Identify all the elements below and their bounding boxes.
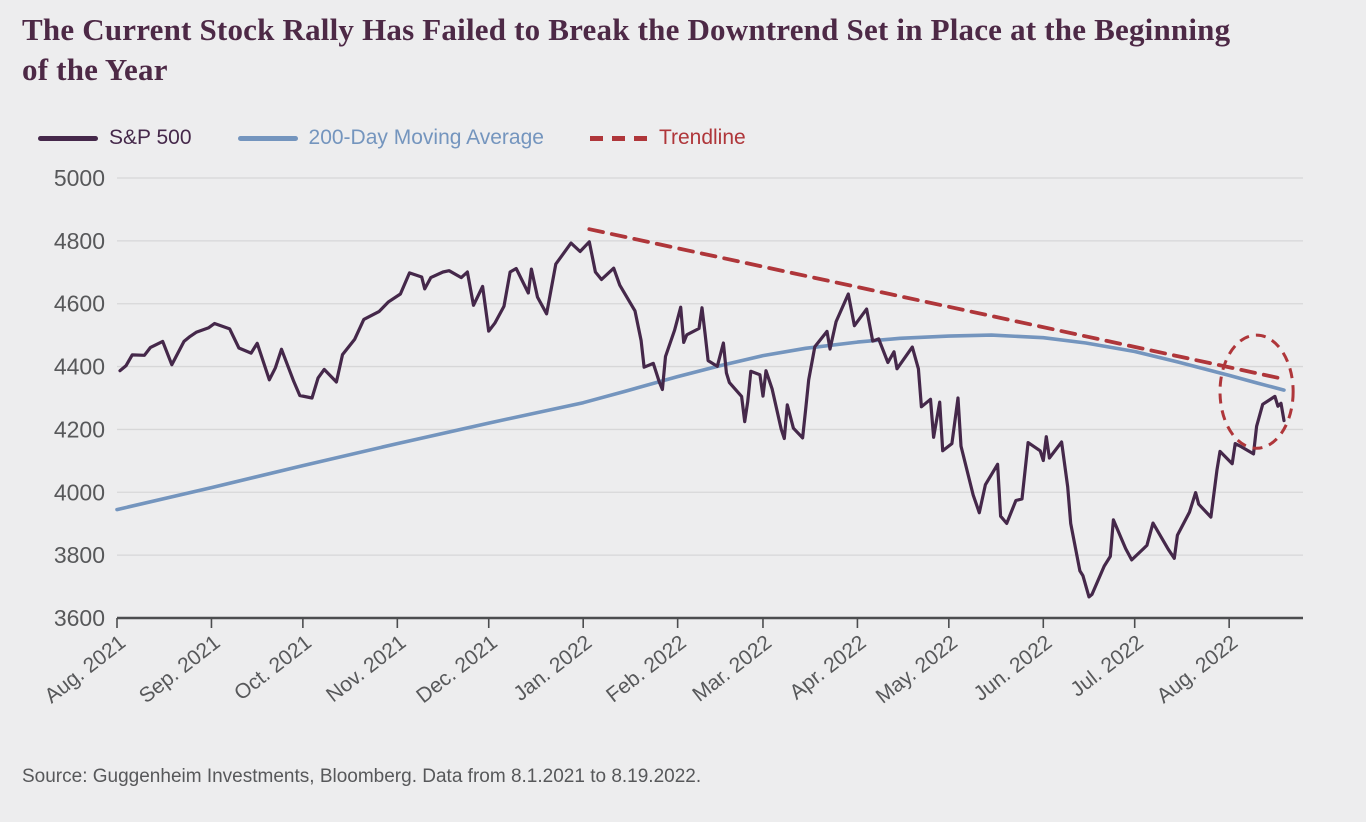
x-tick-label: Dec. 2021 [412, 631, 502, 708]
x-tick-label: Apr. 2022 [785, 631, 870, 704]
legend-label-trendline: Trendline [658, 126, 746, 149]
legend-label-sp500: S&P 500 [109, 126, 192, 149]
legend-item-sp500: S&P 500 [38, 126, 192, 150]
legend-label-moving-average: 200-Day Moving Average [308, 126, 544, 149]
y-tick-label: 4600 [54, 291, 105, 317]
y-tick-label: 4400 [54, 354, 105, 380]
y-tick-label: 3600 [54, 605, 105, 631]
y-tick-label: 3800 [54, 542, 105, 568]
x-tick-label: Oct. 2021 [230, 631, 316, 705]
x-tick-label: Feb. 2022 [602, 631, 691, 707]
legend-item-trendline: Trendline [589, 126, 746, 150]
x-tick-label: Aug. 2022 [1153, 631, 1243, 708]
x-tick-label: Jun. 2022 [970, 631, 1057, 706]
source-note: Source: Guggenheim Investments, Bloomber… [22, 766, 702, 787]
chart-title-line1: The Current Stock Rally Has Failed to Br… [22, 12, 1231, 47]
chart-legend: S&P 500 200-Day Moving Average Trendline [38, 126, 746, 150]
legend-item-moving-average: 200-Day Moving Average [237, 126, 544, 150]
y-tick-label: 4000 [54, 479, 105, 505]
x-tick-label: Sep. 2021 [135, 631, 225, 708]
x-tick-label: Jul. 2022 [1066, 631, 1147, 702]
chart-title: The Current Stock Rally Has Failed to Br… [22, 10, 1352, 90]
y-tick-label: 4800 [54, 228, 105, 254]
x-tick-label: Mar. 2022 [688, 631, 776, 707]
x-tick-label: Jan. 2022 [509, 631, 596, 706]
y-tick-label: 4200 [54, 416, 105, 442]
trendline-dashed-swatch [589, 135, 648, 141]
sp500-line [118, 240, 1286, 599]
moving-average-line [115, 333, 1286, 512]
annotation-ellipse [1218, 333, 1295, 450]
x-tick-label: Nov. 2021 [322, 631, 410, 707]
sp500-line-swatch [38, 135, 98, 141]
chart-title-line2: of the Year [22, 52, 168, 87]
moving-average-line-swatch [237, 135, 298, 141]
trendline [587, 227, 1286, 382]
y-tick-label: 5000 [54, 165, 105, 191]
x-tick-label: Aug. 2021 [40, 631, 130, 708]
x-tick-label: May. 2022 [872, 631, 962, 709]
